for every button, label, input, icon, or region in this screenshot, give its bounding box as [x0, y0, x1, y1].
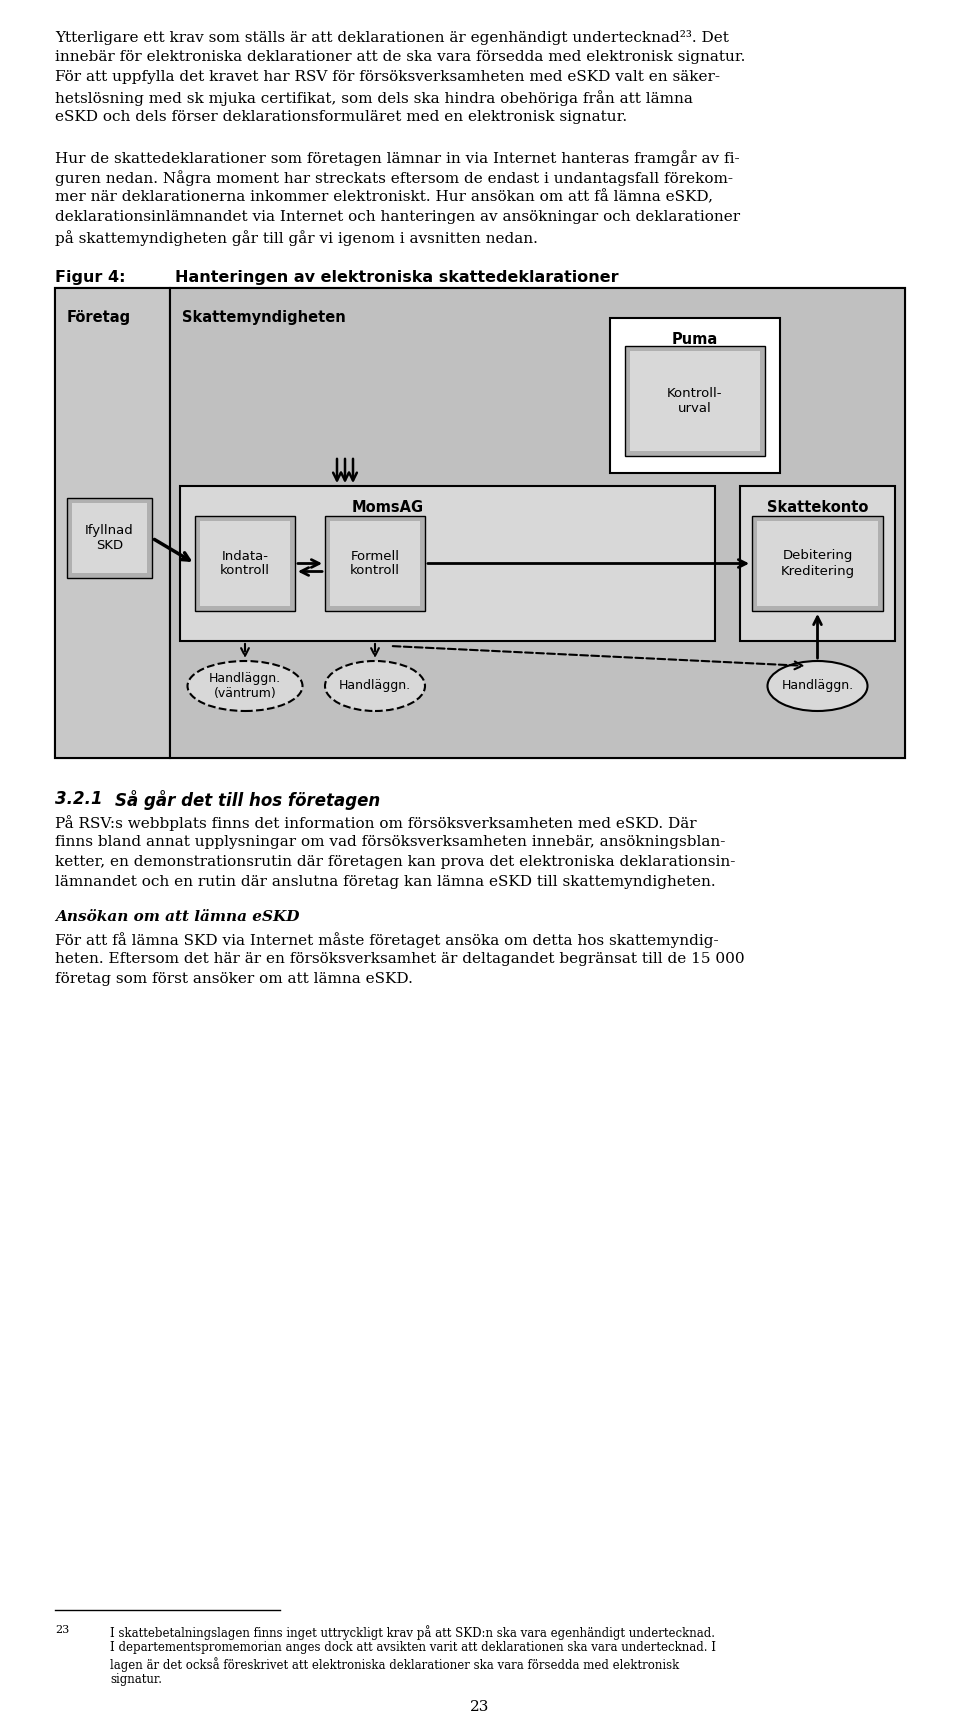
FancyBboxPatch shape — [67, 497, 152, 578]
FancyBboxPatch shape — [630, 351, 760, 451]
Text: 3.2.1: 3.2.1 — [55, 790, 103, 807]
FancyArrowPatch shape — [241, 644, 249, 656]
Text: För att få lämna SKD via Internet måste företaget ansöka om detta hos skattemynd: För att få lämna SKD via Internet måste … — [55, 933, 719, 948]
Text: Indata-
kontroll: Indata- kontroll — [220, 549, 270, 578]
FancyBboxPatch shape — [330, 521, 420, 606]
Text: innebär för elektroniska deklarationer att de ska vara försedda med elektronisk : innebär för elektroniska deklarationer a… — [55, 50, 745, 64]
FancyBboxPatch shape — [325, 516, 425, 611]
FancyBboxPatch shape — [195, 516, 295, 611]
Text: I skattebetalningslagen finns inget uttryckligt krav på att SKD:n ska vara egenh: I skattebetalningslagen finns inget uttr… — [110, 1625, 715, 1640]
FancyBboxPatch shape — [72, 503, 147, 573]
Text: Handläggn.: Handläggn. — [339, 680, 411, 692]
Text: MomsAG: MomsAG — [351, 501, 423, 515]
FancyArrowPatch shape — [155, 539, 189, 559]
Text: På RSV:s webbplats finns det information om försöksverksamheten med eSKD. Där: På RSV:s webbplats finns det information… — [55, 816, 697, 831]
Text: lämnandet och en rutin där anslutna företag kan lämna eSKD till skattemyndighete: lämnandet och en rutin där anslutna före… — [55, 874, 715, 890]
Text: 23: 23 — [55, 1625, 69, 1635]
FancyBboxPatch shape — [740, 485, 895, 640]
Text: För att uppfylla det kravet har RSV för försöksverksamheten med eSKD valt en säk: För att uppfylla det kravet har RSV för … — [55, 71, 720, 84]
Text: Handläggn.: Handläggn. — [781, 680, 853, 692]
Text: deklarationsinlämnandet via Internet och hanteringen av ansökningar och deklarat: deklarationsinlämnandet via Internet och… — [55, 210, 740, 224]
Text: Så går det till hos företagen: Så går det till hos företagen — [115, 790, 380, 811]
FancyBboxPatch shape — [180, 485, 715, 640]
Text: företag som först ansöker om att lämna eSKD.: företag som först ansöker om att lämna e… — [55, 972, 413, 986]
FancyBboxPatch shape — [200, 521, 290, 606]
Text: 23: 23 — [470, 1700, 490, 1714]
FancyArrowPatch shape — [349, 460, 357, 480]
FancyBboxPatch shape — [170, 287, 905, 757]
FancyBboxPatch shape — [55, 287, 170, 757]
Text: Figur 4:: Figur 4: — [55, 270, 126, 286]
Text: guren nedan. Några moment har streckats eftersom de endast i undantagsfall förek: guren nedan. Några moment har streckats … — [55, 170, 733, 186]
Ellipse shape — [767, 661, 868, 711]
FancyBboxPatch shape — [752, 516, 883, 611]
Text: Kontroll-
urval: Kontroll- urval — [667, 387, 723, 415]
Text: Företag: Företag — [67, 310, 132, 325]
Ellipse shape — [325, 661, 425, 711]
Text: mer när deklarationerna inkommer elektroniskt. Hur ansökan om att få lämna eSKD,: mer när deklarationerna inkommer elektro… — [55, 189, 713, 205]
FancyArrowPatch shape — [393, 645, 803, 669]
FancyBboxPatch shape — [55, 287, 905, 757]
Text: Ytterligare ett krav som ställs är att deklarationen är egenhändigt undertecknad: Ytterligare ett krav som ställs är att d… — [55, 29, 729, 45]
Text: signatur.: signatur. — [110, 1673, 162, 1687]
Text: heten. Eftersom det här är en försöksverksamhet är deltagandet begränsat till de: heten. Eftersom det här är en försöksver… — [55, 952, 745, 965]
FancyBboxPatch shape — [625, 346, 765, 456]
Text: lagen är det också föreskrivet att elektroniska deklarationer ska vara försedda : lagen är det också föreskrivet att elekt… — [110, 1657, 680, 1671]
FancyArrowPatch shape — [298, 559, 319, 568]
FancyArrowPatch shape — [300, 568, 323, 575]
Text: ketter, en demonstrationsrutin där företagen kan prova det elektroniska deklarat: ketter, en demonstrationsrutin där föret… — [55, 855, 735, 869]
Text: Skattemyndigheten: Skattemyndigheten — [182, 310, 346, 325]
FancyArrowPatch shape — [428, 559, 746, 568]
Ellipse shape — [187, 661, 302, 711]
FancyArrowPatch shape — [372, 644, 379, 656]
Text: finns bland annat upplysningar om vad försöksverksamheten innebär, ansökningsbla: finns bland annat upplysningar om vad fö… — [55, 835, 726, 848]
Text: på skattemyndigheten går till går vi igenom i avsnitten nedan.: på skattemyndigheten går till går vi ige… — [55, 231, 538, 246]
FancyArrowPatch shape — [341, 460, 348, 480]
Text: Hanteringen av elektroniska skattedeklarationer: Hanteringen av elektroniska skattedeklar… — [175, 270, 618, 286]
Text: Handläggn.
(väntrum): Handläggn. (väntrum) — [209, 671, 281, 700]
Text: Skattekonto: Skattekonto — [767, 501, 868, 515]
Text: Debitering
Kreditering: Debitering Kreditering — [780, 549, 854, 578]
Text: Ifyllnad
SKD: Ifyllnad SKD — [85, 523, 133, 552]
Text: hetslösning med sk mjuka certifikat, som dels ska hindra obehöriga från att lämn: hetslösning med sk mjuka certifikat, som… — [55, 89, 693, 107]
FancyArrowPatch shape — [814, 616, 822, 657]
Text: eSKD och dels förser deklarationsformuläret med en elektronisk signatur.: eSKD och dels förser deklarationsformulä… — [55, 110, 627, 124]
Text: Hur de skattedeklarationer som företagen lämnar in via Internet hanteras framgår: Hur de skattedeklarationer som företagen… — [55, 150, 739, 165]
Text: I departementspromemorian anges dock att avsikten varit att deklarationen ska va: I departementspromemorian anges dock att… — [110, 1642, 716, 1654]
FancyBboxPatch shape — [610, 318, 780, 473]
Text: Puma: Puma — [672, 332, 718, 348]
FancyBboxPatch shape — [757, 521, 878, 606]
FancyArrowPatch shape — [333, 460, 341, 480]
Text: Formell
kontroll: Formell kontroll — [350, 549, 400, 578]
Text: Ansökan om att lämna eSKD: Ansökan om att lämna eSKD — [55, 910, 300, 924]
